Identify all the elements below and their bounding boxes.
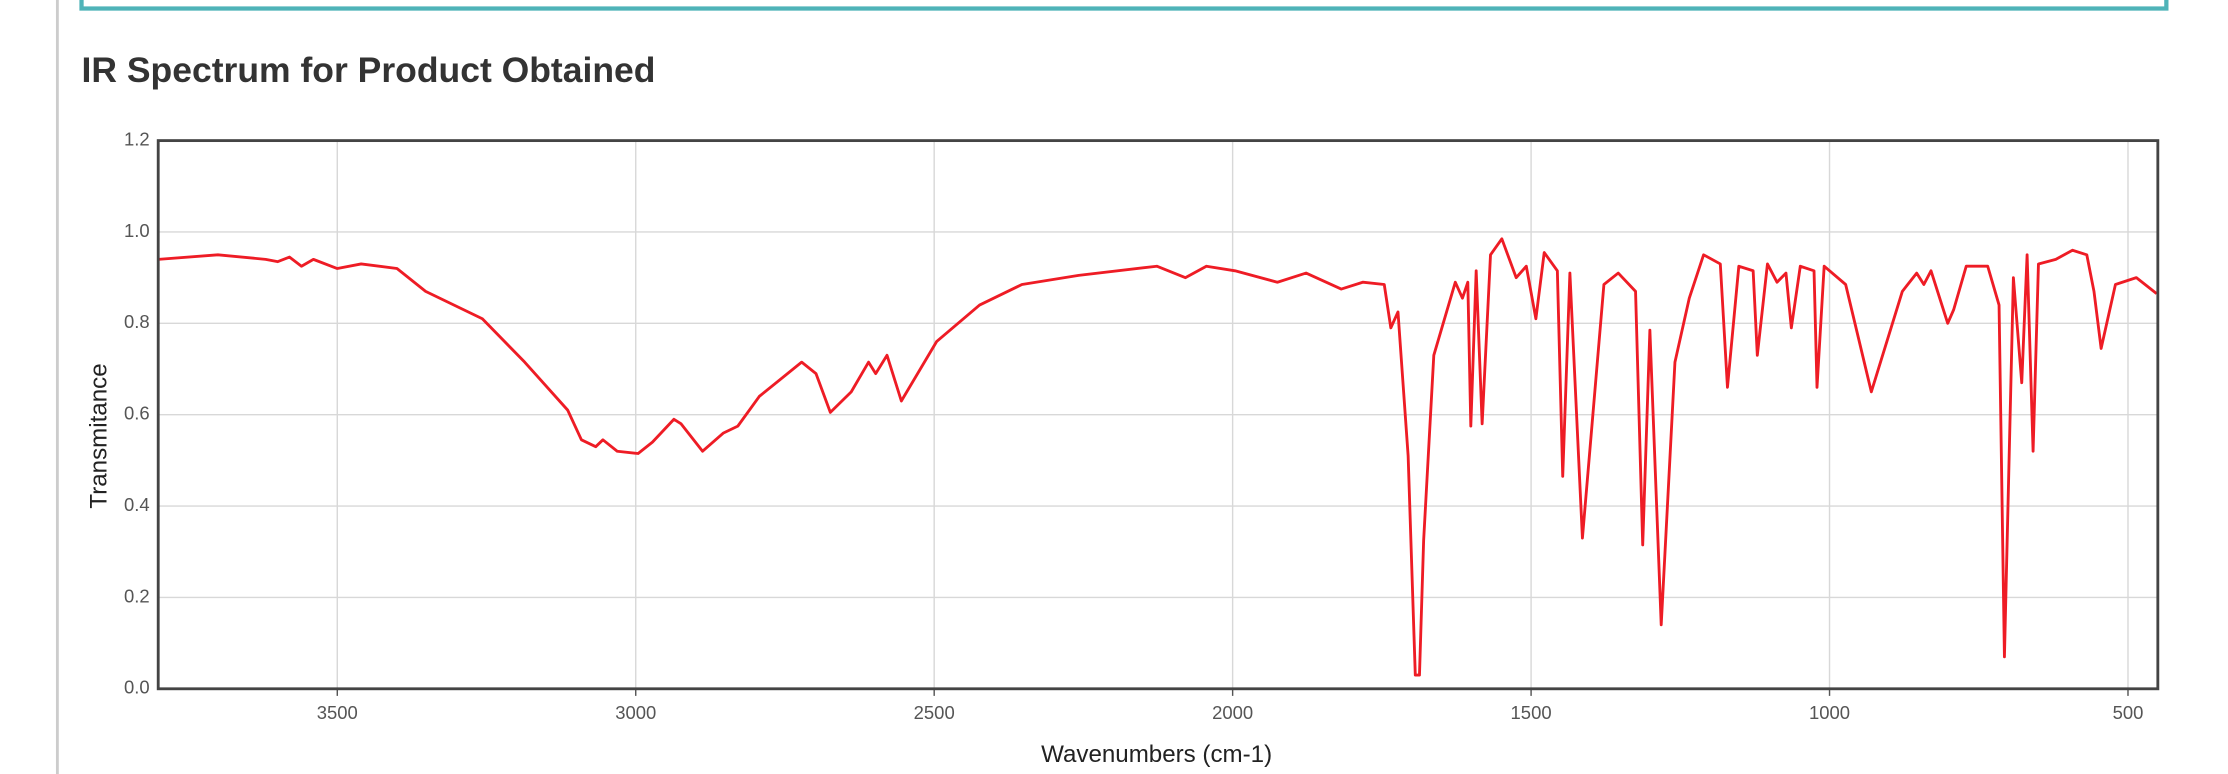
y-tick-label: 1.0 [124,220,150,241]
x-tick-label: 2500 [914,702,955,723]
x-tick-label: 1000 [1809,702,1850,723]
y-tick-label: 0.8 [124,311,150,332]
y-tick-label: 0.4 [124,494,150,515]
x-tick-label: 2000 [1212,702,1253,723]
y-tick-label: 0.0 [124,677,150,698]
y-axis-label: Transmitance [85,363,112,508]
x-tick-label: 1500 [1511,702,1552,723]
y-tick-label: 0.2 [124,585,150,606]
panel-border [79,0,2169,11]
chart-title: IR Spectrum for Product Obtained [82,50,656,90]
spectrum-line [158,237,2158,677]
y-tick-label: 0.6 [124,403,150,424]
plot-frame [156,139,2160,691]
x-tick-label: 500 [2113,702,2144,723]
x-axis-label: Wavenumbers (cm-1) [1041,741,1272,768]
x-tick-label: 3500 [317,702,358,723]
y-tick-label: 1.2 [124,128,150,149]
x-tick-label: 3000 [615,702,656,723]
